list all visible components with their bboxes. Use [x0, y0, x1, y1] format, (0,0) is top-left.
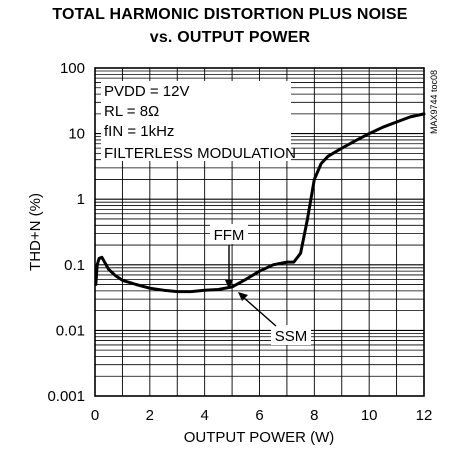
ssm-annotation: SSM	[238, 292, 311, 345]
chart-subtitle: vs. OUTPUT POWER	[149, 29, 311, 46]
x-axis-label: OUTPUT POWER (W)	[184, 429, 335, 446]
y-tick-label: 0.001	[47, 388, 85, 405]
condition-rl: RL = 8Ω	[104, 103, 159, 120]
side-label: MAX9744 toc08	[429, 70, 439, 134]
thd-curve	[94, 112, 426, 294]
ssm-arrow	[242, 296, 277, 327]
x-tick-label: 10	[361, 407, 378, 424]
x-tick-label: 6	[255, 407, 263, 424]
x-tick-label: 2	[146, 407, 154, 424]
ffm-arrowhead	[225, 280, 233, 289]
conditions-box: PVDD = 12V RL = 8Ω fIN = 1kHz FILTERLESS…	[101, 81, 296, 162]
y-tick-label: 0.1	[64, 257, 85, 274]
ffm-annotation: FFM	[210, 224, 248, 289]
condition-modulation: FILTERLESS MODULATION	[104, 145, 296, 162]
x-tick-label: 0	[91, 407, 99, 424]
x-tick-label: 8	[310, 407, 318, 424]
x-tick-label: 4	[200, 407, 208, 424]
condition-fin: fIN = 1kHz	[104, 123, 174, 140]
ssm-arrowhead	[238, 292, 248, 301]
y-tick-label: 1	[77, 191, 85, 208]
y-tick-label: 10	[68, 126, 85, 143]
y-axis-label: THD+N (%)	[27, 193, 44, 271]
tick-labels: 0 2 4 6 8 10 12 0.001 0.01 0.1 1 10 100	[47, 60, 432, 424]
ssm-label: SSM	[275, 328, 308, 345]
plot-frame	[94, 67, 425, 397]
y-tick-label: 0.01	[56, 322, 85, 339]
ffm-label: FFM	[214, 227, 245, 244]
chart-title: TOTAL HARMONIC DISTORTION PLUS NOISE	[52, 6, 408, 23]
condition-pvdd: PVDD = 12V	[104, 83, 189, 100]
x-tick-label: 12	[416, 407, 433, 424]
y-tick-label: 100	[60, 60, 85, 77]
